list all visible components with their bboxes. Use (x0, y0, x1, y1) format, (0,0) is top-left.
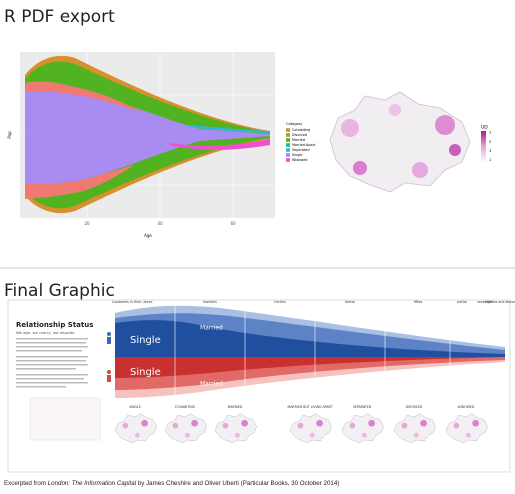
x-axis-label: Age (144, 233, 152, 238)
figure: R PDF export Pop Age 20 40 60 Category C… (0, 7, 515, 473)
stream-label: Married (200, 325, 223, 332)
poster-heading: Relationship Status (16, 321, 93, 329)
legend-swatch (286, 148, 290, 152)
map-legend-title: UD (481, 125, 488, 131)
age-dividers (174, 300, 451, 398)
legend-swatch (286, 133, 290, 137)
legend-label: Single (292, 153, 302, 157)
age-label: teens (144, 300, 153, 304)
map-legend-label: 3 (489, 149, 491, 153)
poster-subheading: We age, we marry, we migrate (16, 330, 75, 335)
legend-title: Category (286, 122, 303, 126)
caption: Excerpted from London: The Information C… (4, 480, 339, 487)
map-label: MARRIED BUT LIVING APART (288, 405, 333, 409)
age-label: thirties (274, 300, 286, 304)
age-label: Londoners in their... (112, 300, 144, 304)
map-key (29, 397, 101, 441)
legend-swatch (286, 128, 290, 132)
map-legend-bar (481, 131, 486, 161)
stream-label: Single (130, 335, 161, 346)
x-tick-label: 60 (230, 221, 236, 226)
map-label: WIDOWED (458, 405, 475, 409)
x-tick-label: 20 (84, 221, 90, 226)
caption-book: London: The Information Capital (47, 480, 137, 487)
legend-label: Cohabiting (292, 128, 310, 132)
legend-label: Married (292, 138, 305, 142)
body-text (16, 338, 88, 388)
legend-label: Widowed (292, 158, 307, 162)
legend-label: Married-Apart (292, 143, 316, 147)
stream-label: Married (200, 381, 223, 388)
map-legend-label: 7 (489, 131, 491, 135)
map-label: MARRIED (228, 405, 243, 409)
map-label: COHABITING (175, 405, 196, 409)
caption-text: Excerpted from (4, 480, 48, 487)
age-labels: Londoners in their... teens twenties thirti… (112, 300, 515, 304)
legend: Category CohabitingDivorcedMarriedMarrie… (286, 122, 316, 162)
map-label: SEPARATED (353, 405, 372, 409)
caption-text: by James Cheshire and Oliver Uberti (Par… (136, 480, 340, 487)
icons (107, 370, 111, 382)
age-label: eighties and above (485, 300, 515, 304)
map (329, 91, 471, 193)
age-label: seventies (477, 300, 493, 304)
age-label: forties (345, 300, 355, 304)
age-label: twenties (203, 300, 217, 304)
legend-swatch (286, 143, 290, 147)
stream-label: Single (130, 367, 161, 378)
legend-swatch (286, 158, 290, 162)
legend-label: Separated (292, 148, 310, 152)
y-axis-label: Pop (7, 131, 12, 139)
legend-label: Divorced (292, 133, 307, 137)
stream (25, 55, 270, 214)
map-legend-label: 5 (489, 140, 491, 144)
small-maps: SINGLE COHABITING MARRIED MARRIED BUT LIVIN… (114, 405, 488, 444)
x-tick-label: 40 (157, 221, 163, 226)
legend-swatch (286, 153, 290, 157)
map-label: SINGLE (129, 405, 141, 409)
icons (107, 332, 111, 344)
map-label: DIVORCED (406, 405, 423, 409)
legend-swatch (286, 138, 290, 142)
age-label: sixties (457, 300, 468, 304)
section-title: R PDF export (4, 7, 115, 27)
section-title: Final Graphic (4, 281, 115, 301)
map-legend-label: 1 (489, 158, 491, 162)
final-stream (115, 305, 505, 398)
age-label: fifties (414, 300, 423, 304)
